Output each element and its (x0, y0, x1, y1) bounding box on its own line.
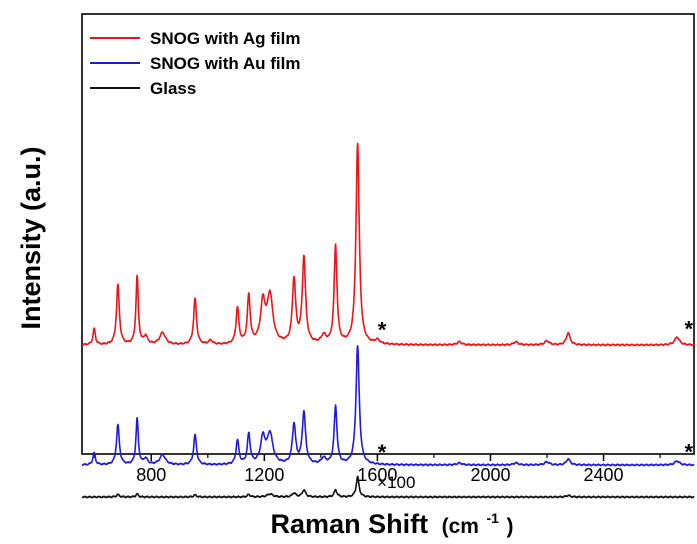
x-axis-label-main: Raman Shift (271, 509, 429, 539)
x-axis-label-unit-sup: -1 (486, 510, 499, 526)
legend: SNOG with Ag film SNOG with Au film Glass (90, 29, 300, 98)
x-axis-label: Raman Shift (cm -1 ) (271, 499, 514, 539)
series-line (81, 345, 695, 467)
asterisk-annotation: * (684, 316, 693, 341)
plot-frame (81, 13, 695, 455)
series-line (81, 475, 695, 499)
legend-label: SNOG with Au film (150, 54, 300, 73)
legend-label: Glass (150, 79, 196, 98)
series-line (81, 142, 695, 347)
x-tick-label: 2400 (584, 465, 624, 485)
asterisk-annotation: * (378, 440, 387, 465)
x-tick-label: 800 (136, 465, 166, 485)
asterisk-annotation: * (684, 440, 693, 465)
x-tick-label: 1600 (357, 465, 397, 485)
annotations-layer: * * * * ×100 (377, 316, 693, 492)
x-axis-ticks: 800 1200 1600 2000 2400 (94, 454, 661, 485)
series-layer (81, 142, 695, 499)
x-tick-label: 1200 (244, 465, 284, 485)
x-tick-label: 2000 (470, 465, 510, 485)
scale-annotation: ×100 (377, 473, 415, 492)
x-axis-label-unit-close: ) (506, 515, 513, 538)
asterisk-annotation: * (378, 318, 387, 343)
y-axis-label: Intensity (a.u.) (16, 146, 46, 329)
x-axis-label-unit: (cm (442, 515, 479, 538)
legend-label: SNOG with Ag film (150, 29, 300, 48)
